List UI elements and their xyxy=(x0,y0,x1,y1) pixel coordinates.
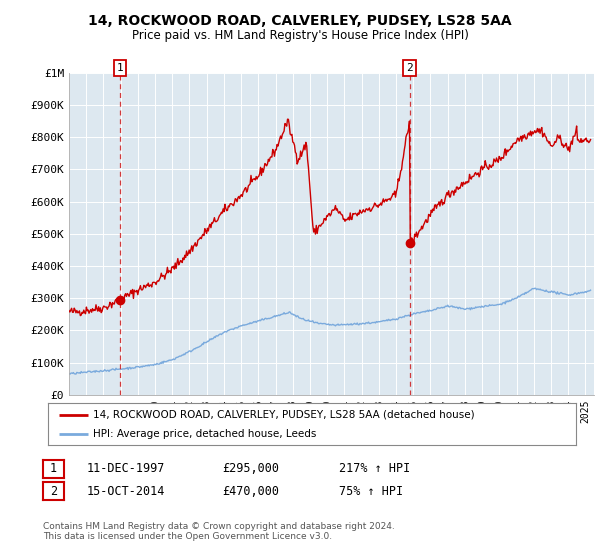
Text: 11-DEC-1997: 11-DEC-1997 xyxy=(87,462,166,475)
Text: Contains HM Land Registry data © Crown copyright and database right 2024.
This d: Contains HM Land Registry data © Crown c… xyxy=(43,522,395,542)
Text: 15-OCT-2014: 15-OCT-2014 xyxy=(87,484,166,498)
Text: 2: 2 xyxy=(406,63,413,73)
Text: 217% ↑ HPI: 217% ↑ HPI xyxy=(339,462,410,475)
Text: HPI: Average price, detached house, Leeds: HPI: Average price, detached house, Leed… xyxy=(93,429,316,439)
Text: 14, ROCKWOOD ROAD, CALVERLEY, PUDSEY, LS28 5AA: 14, ROCKWOOD ROAD, CALVERLEY, PUDSEY, LS… xyxy=(88,14,512,28)
Text: 75% ↑ HPI: 75% ↑ HPI xyxy=(339,484,403,498)
Text: 14, ROCKWOOD ROAD, CALVERLEY, PUDSEY, LS28 5AA (detached house): 14, ROCKWOOD ROAD, CALVERLEY, PUDSEY, LS… xyxy=(93,409,475,419)
Text: 2: 2 xyxy=(50,484,57,498)
Text: 1: 1 xyxy=(50,462,57,475)
Text: £470,000: £470,000 xyxy=(222,484,279,498)
Text: 1: 1 xyxy=(116,63,123,73)
Text: £295,000: £295,000 xyxy=(222,462,279,475)
Text: Price paid vs. HM Land Registry's House Price Index (HPI): Price paid vs. HM Land Registry's House … xyxy=(131,29,469,42)
